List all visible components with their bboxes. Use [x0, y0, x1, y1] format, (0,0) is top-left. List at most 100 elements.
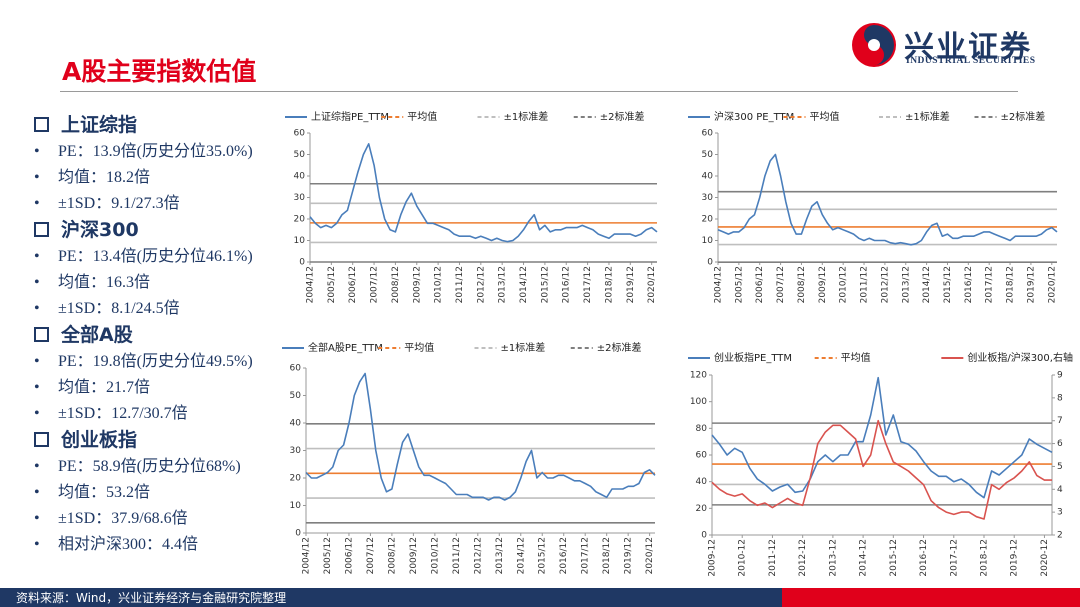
x-tick-label: 2013/12	[498, 266, 508, 303]
heading-text: 全部A股	[61, 324, 133, 346]
x-tick-label: 2011-12	[768, 539, 778, 577]
section-heading: 沪深300	[34, 217, 272, 244]
x-tick-label: 2004/12	[302, 537, 312, 574]
x-tick-label: 2012-12	[798, 539, 808, 577]
x-tick-label: 2005/12	[327, 266, 337, 303]
x-tick-label: 2016-12	[919, 539, 929, 577]
y-tick-label: 20	[294, 215, 306, 225]
series-line	[309, 143, 658, 243]
legend-label: ±2标准差	[1001, 110, 1046, 123]
x-tick-label: 2017/12	[985, 266, 995, 303]
x-tick-label: 2010/12	[430, 537, 440, 574]
legend-label: 创业板指/沪深300,右轴	[967, 351, 1073, 364]
x-tick-label: 2006/12	[348, 266, 358, 303]
bullet: •	[34, 143, 40, 160]
x-tick-label: 2010/12	[839, 266, 849, 303]
x-tick-label: 2013/12	[901, 266, 911, 303]
x-tick-label: 2012/12	[473, 537, 483, 574]
legend-label: ±1标准差	[501, 341, 546, 354]
section-heading: 上证综指	[34, 112, 272, 139]
bullet-item: • ±1SD：37.9/68.6倍	[34, 506, 272, 532]
y2-tick-label: 2	[1057, 531, 1063, 541]
bullet-item: • 均值：21.7倍	[34, 375, 272, 401]
y2-tick-label: 6	[1057, 439, 1063, 449]
x-tick-label: 2015-12	[889, 539, 899, 577]
footer-bar	[782, 588, 1080, 607]
y-tick-label: 40	[290, 419, 302, 429]
legend-label: ±1标准差	[905, 110, 950, 123]
x-tick-label: 2014/12	[516, 537, 526, 574]
y-tick-label: 10	[702, 236, 714, 246]
y-tick-label: 20	[702, 215, 714, 225]
heading-text: 创业板指	[61, 429, 138, 451]
item-text: PE：13.9倍(历史分位35.0%)	[58, 143, 253, 160]
x-tick-label: 2010-12	[738, 539, 748, 577]
item-text: 均值：18.2倍	[58, 169, 151, 186]
x-tick-label: 2018-12	[980, 539, 990, 577]
checkbox-icon	[34, 432, 49, 447]
checkbox-icon	[34, 222, 49, 237]
bullet-item: • PE：13.9倍(历史分位35.0%)	[34, 139, 272, 165]
x-tick-label: 2014/12	[519, 266, 529, 303]
source-note: 资料来源：Wind，兴业证券经济与金融研究院整理	[16, 591, 287, 605]
item-text: PE：58.9倍(历史分位68%)	[58, 458, 241, 475]
bullet: •	[34, 379, 40, 396]
y-tick-label: 50	[290, 391, 302, 401]
bullet: •	[34, 405, 40, 422]
y-tick-label: 50	[702, 150, 714, 160]
x-tick-label: 2005/12	[323, 537, 333, 574]
bullet: •	[34, 300, 40, 317]
y2-tick-label: 4	[1057, 485, 1063, 495]
item-text: ±1SD：9.1/27.3倍	[58, 195, 180, 212]
x-tick-label: 2005/12	[734, 266, 744, 303]
x-tick-label: 2010/12	[434, 266, 444, 303]
x-tick-label: 2012/12	[880, 266, 890, 303]
legend-label: 平均值	[810, 110, 840, 123]
y-tick-label: 0	[295, 529, 301, 539]
section-heading: 创业板指	[34, 427, 272, 454]
legend-label: 平均值	[407, 110, 437, 123]
x-tick-label: 2020/12	[645, 537, 655, 574]
item-text: 均值：53.2倍	[58, 484, 151, 501]
x-tick-label: 2006/12	[344, 537, 354, 574]
bullet: •	[34, 484, 40, 501]
footer-bar	[0, 588, 782, 607]
x-tick-label: 2009/12	[412, 266, 422, 303]
y-tick-label: 10	[294, 236, 306, 246]
series-line	[305, 372, 656, 501]
x-tick-label: 2016/12	[559, 537, 569, 574]
y-tick-label: 0	[299, 258, 305, 268]
item-text: 均值：16.3倍	[58, 274, 151, 291]
y-tick-label: 120	[690, 371, 707, 381]
x-tick-label: 2017-12	[949, 539, 959, 577]
legend-label: ±2标准差	[597, 341, 642, 354]
x-tick-label: 2016/12	[562, 266, 572, 303]
bullet-item: • 均值：53.2倍	[34, 480, 272, 506]
bullet: •	[34, 248, 40, 265]
x-tick-label: 2006/12	[755, 266, 765, 303]
y-tick-label: 10	[290, 501, 302, 511]
y-tick-label: 80	[696, 424, 708, 434]
heading-text: 上证综指	[61, 114, 138, 136]
x-tick-label: 2017/12	[581, 537, 591, 574]
x-tick-label: 2020-12	[1040, 539, 1050, 577]
y2-tick-label: 3	[1057, 508, 1063, 518]
bullet: •	[34, 195, 40, 212]
y2-tick-label: 5	[1057, 462, 1063, 472]
divider	[60, 91, 1018, 92]
legend-label: 平均值	[841, 351, 871, 364]
x-tick-label: 2011/12	[452, 537, 462, 574]
bullet: •	[34, 458, 40, 475]
item-text: ±1SD：37.9/68.6倍	[58, 510, 188, 527]
x-tick-label: 2007/12	[366, 537, 376, 574]
checkbox-icon	[34, 117, 49, 132]
y-tick-label: 0	[701, 531, 707, 541]
bullet: •	[34, 274, 40, 291]
item-text: ±1SD：12.7/30.7倍	[58, 405, 188, 422]
y-tick-label: 40	[702, 172, 714, 182]
bullet-item: • ±1SD：8.1/24.5倍	[34, 296, 272, 322]
legend-label: ±2标准差	[600, 110, 645, 123]
summary-panel: 上证综指 • PE：13.9倍(历史分位35.0%) • 均值：18.2倍 • ±1SD：9…	[34, 112, 272, 558]
bullet-item: • 均值：16.3倍	[34, 270, 272, 296]
bullet-item: • ±1SD：9.1/27.3倍	[34, 191, 272, 217]
